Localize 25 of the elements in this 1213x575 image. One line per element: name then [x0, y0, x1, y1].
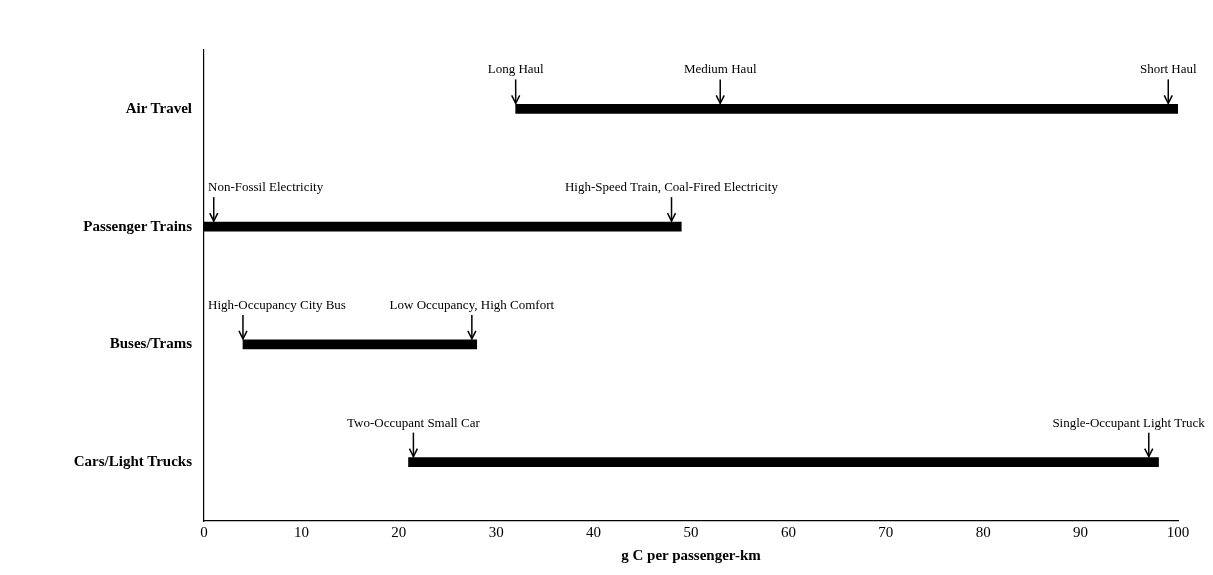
annotation: Two-Occupant Small Car [347, 414, 481, 430]
x-tick-label: 30 [488, 523, 504, 540]
annotation: Long Haul [487, 61, 545, 77]
y-tick-label: Buses/Trams [109, 335, 193, 352]
x-tick-label: 60 [780, 523, 796, 540]
x-tick-label: 90 [1073, 523, 1089, 540]
annotation: Single-Occupant Light Truck [1052, 414, 1206, 430]
annotation: Medium Haul [683, 61, 757, 77]
x-tick-label: 80 [975, 523, 991, 540]
annotation: High-Occupancy City Bus [208, 296, 346, 312]
y-tick-label: Cars/Light Trucks [73, 453, 193, 469]
x-tick-label: 70 [878, 523, 894, 540]
x-tick-label: 50 [683, 523, 699, 540]
y-tick-label: Passenger Trains [83, 217, 193, 234]
x-tick-label: 100 [1166, 523, 1190, 540]
x-tick-label: 40 [586, 523, 602, 540]
x-axis-title: g C per passenger-km [621, 546, 762, 563]
annotation: Low Occupancy, High Comfort [389, 296, 555, 312]
x-tick-label: 0 [200, 523, 208, 540]
x-tick-label: 20 [391, 523, 407, 540]
annotation: Non-Fossil Electricity [208, 179, 324, 195]
annotation: Short Haul [1139, 61, 1197, 77]
y-tick-label: Air Travel [125, 99, 192, 116]
annotation: High-Speed Train, Coal-Fired Electricity [564, 179, 779, 195]
x-tick-label: 10 [293, 523, 309, 540]
